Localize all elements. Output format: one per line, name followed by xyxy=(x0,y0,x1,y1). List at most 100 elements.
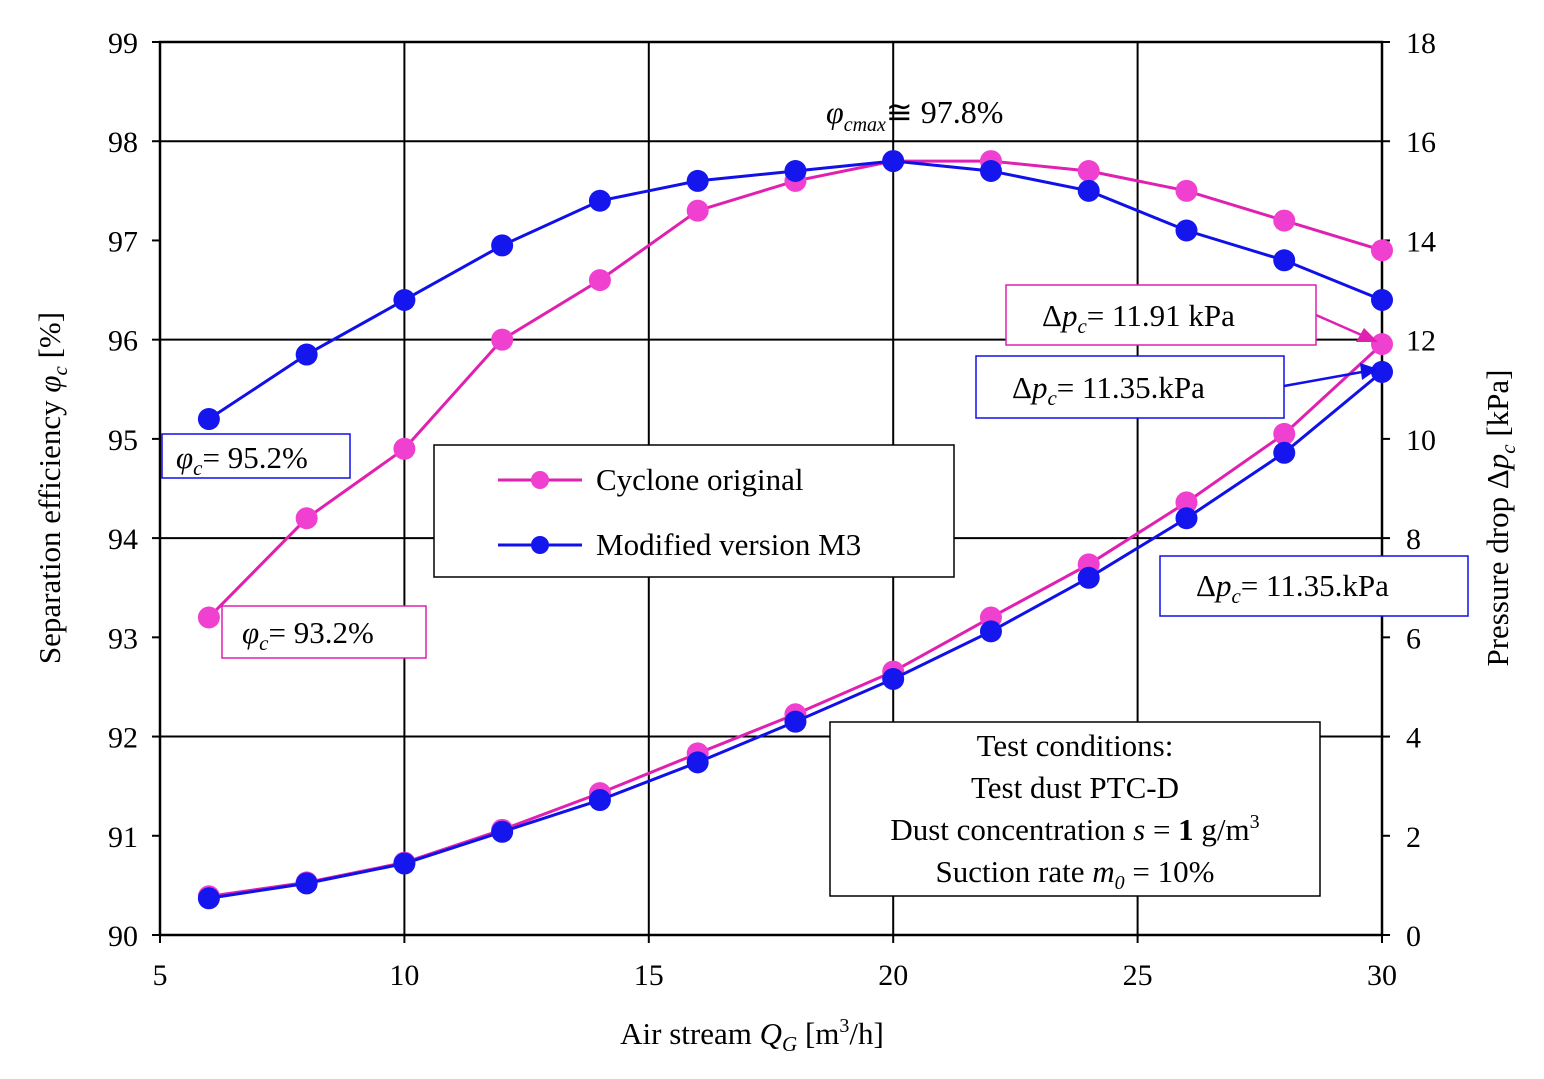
legend-label-original: Cyclone original xyxy=(596,462,803,497)
data-point-modified-version-m3-left xyxy=(1371,288,1393,311)
y-left-tick-label: 94 xyxy=(108,523,138,556)
phi-blue-value: = 95.2% xyxy=(202,440,307,475)
data-point-cyclone-original-left xyxy=(1371,239,1393,262)
data-point-modified-version-m3-right xyxy=(686,751,709,774)
y-right-tick-label: 0 xyxy=(1406,920,1421,953)
x-tick-label: 30 xyxy=(1367,959,1397,992)
phi-pink-box xyxy=(221,605,427,659)
x-tick-label: 5 xyxy=(153,959,168,992)
dp-blue-value-2: = 11.35.kPa xyxy=(1241,568,1389,603)
y-right-tick-label: 6 xyxy=(1406,622,1421,655)
test-conditions: Test conditions: Test dust PTC-D Dust co… xyxy=(829,721,1321,897)
peak-annotation: φcmax≅ 97.8% xyxy=(826,94,1003,136)
data-point-modified-version-m3-right xyxy=(1371,360,1393,383)
ticks: 5 10 15 20 25 30 90 91 92 93 94 95 96 97 98 99 0 2 4 6 8 10 12… xyxy=(108,27,1436,992)
y-left-tick-label: 92 xyxy=(108,722,138,755)
x-tick-label: 10 xyxy=(389,959,419,992)
y-right-tick-label: 8 xyxy=(1406,523,1421,556)
data-point-modified-version-m3-left xyxy=(686,169,709,192)
y-left-tick-label: 98 xyxy=(108,126,138,159)
data-point-modified-version-m3-left xyxy=(491,234,514,257)
y-right-axis-title: Pressure drop Δpc [kPa] xyxy=(1480,369,1520,666)
svg-text:φc= 93.2%: φc= 93.2% xyxy=(242,615,374,655)
data-point-modified-version-m3-right xyxy=(197,887,220,910)
data-point-modified-version-m3-right xyxy=(295,872,318,895)
test-conditions-concentration: Dust concentration s = 1 g/m3 xyxy=(890,811,1259,847)
svg-text:Δpc= 11.35.kPa: Δpc= 11.35.kPa xyxy=(1012,370,1205,410)
legend-label-m3: Modified version M3 xyxy=(596,527,861,562)
data-point-modified-version-m3-right xyxy=(1077,566,1100,589)
test-conditions-box xyxy=(829,721,1321,897)
plot-frame xyxy=(158,40,1384,937)
data-point-modified-version-m3-left xyxy=(784,159,807,182)
data-point-cyclone-original-left xyxy=(393,437,416,460)
data-point-modified-version-m3-left xyxy=(588,189,611,212)
series-modified-version-m3-left xyxy=(197,150,1393,431)
data-point-modified-version-m3-right xyxy=(491,820,514,843)
dp-blue-annotation-2: Δpc= 11.35.kPa xyxy=(1159,555,1469,617)
y-right-tick-label: 12 xyxy=(1406,325,1436,358)
legend-box xyxy=(433,444,955,578)
dp-blue-box-2 xyxy=(1159,555,1469,617)
y-left-tick-label: 91 xyxy=(108,821,138,854)
y-left-tick-label: 96 xyxy=(108,325,138,358)
data-point-modified-version-m3-left xyxy=(882,150,905,173)
y-left-tick-label: 99 xyxy=(108,27,138,60)
x-tick-label: 20 xyxy=(878,959,908,992)
dp-pink-value: = 11.91 kPa xyxy=(1087,298,1235,333)
legend-marker-original xyxy=(531,471,549,489)
phi-blue-annotation: φc= 95.2% xyxy=(161,433,351,480)
data-point-modified-version-m3-left xyxy=(1273,249,1296,272)
data-point-cyclone-original-right xyxy=(1273,422,1296,445)
data-point-modified-version-m3-right xyxy=(393,852,416,875)
svg-text:Δpc= 11.35.kPa: Δpc= 11.35.kPa xyxy=(1196,568,1389,608)
phi-blue-box xyxy=(161,433,351,479)
legend-marker-m3 xyxy=(531,536,549,554)
y-right-tick-label: 14 xyxy=(1406,225,1436,258)
data-point-cyclone-original-left xyxy=(491,328,514,351)
data-point-modified-version-m3-left xyxy=(393,288,416,311)
y-left-tick-label: 97 xyxy=(108,225,138,258)
dp-pink-annotation: Δpc= 11.91 kPa xyxy=(1005,284,1378,346)
data-point-modified-version-m3-left xyxy=(1077,179,1100,202)
data-point-cyclone-original-left xyxy=(1175,179,1198,202)
svg-text:φc= 95.2%: φc= 95.2% xyxy=(176,440,308,480)
dp-blue-box-1 xyxy=(975,355,1285,419)
svg-text:Δpc= 11.91 kPa: Δpc= 11.91 kPa xyxy=(1042,298,1235,338)
dp-pink-arrowhead xyxy=(1356,328,1378,342)
x-axis-title: Air stream QG [m3/h] xyxy=(620,1015,884,1056)
dp-blue-arrow xyxy=(1283,370,1363,388)
data-point-cyclone-original-left xyxy=(686,199,709,222)
data-point-cyclone-original-right xyxy=(1371,333,1393,356)
data-point-modified-version-m3-right xyxy=(1273,441,1296,464)
data-point-cyclone-original-left xyxy=(295,507,318,530)
y-left-tick-label: 95 xyxy=(108,424,138,457)
dp-blue-value-1: = 11.35.kPa xyxy=(1057,370,1205,405)
y-right-tick-label: 10 xyxy=(1406,424,1436,457)
data-point-modified-version-m3-right xyxy=(882,668,905,691)
x-tick-label: 15 xyxy=(634,959,664,992)
data-point-cyclone-original-right xyxy=(1175,491,1198,514)
dp-blue-annotation-1: Δpc= 11.35.kPa xyxy=(975,355,1378,419)
test-conditions-title: Test conditions: xyxy=(977,728,1174,763)
series-modified-version-m3-right xyxy=(197,360,1393,910)
data-point-modified-version-m3-left xyxy=(1175,219,1198,242)
y-left-tick-label: 90 xyxy=(108,920,138,953)
data-point-cyclone-original-left xyxy=(1273,209,1296,232)
data-point-cyclone-original-left xyxy=(1077,159,1100,182)
test-conditions-suction: Suction rate m0 = 10% xyxy=(936,854,1215,894)
data-point-modified-version-m3-left xyxy=(979,159,1002,182)
data-point-modified-version-m3-right xyxy=(784,710,807,733)
phi-pink-value: = 93.2% xyxy=(268,615,373,650)
data-point-modified-version-m3-right xyxy=(588,789,611,812)
phi-pink-annotation: φc= 93.2% xyxy=(221,605,427,659)
y-right-tick-label: 4 xyxy=(1406,722,1421,755)
data-point-modified-version-m3-left xyxy=(197,408,220,431)
series-layer xyxy=(197,150,1393,910)
y-right-tick-label: 2 xyxy=(1406,821,1421,854)
peak-value: ≅ 97.8% xyxy=(886,94,1003,130)
data-point-cyclone-original-left xyxy=(588,269,611,292)
y-left-tick-label: 93 xyxy=(108,622,138,655)
test-conditions-dust: Test dust PTC-D xyxy=(971,770,1179,805)
